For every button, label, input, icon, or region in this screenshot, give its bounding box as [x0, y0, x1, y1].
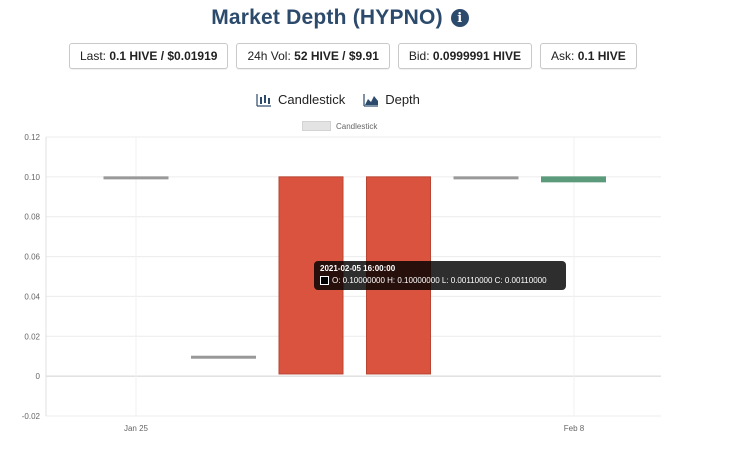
y-tick-label: 0	[36, 372, 41, 381]
ask-value: 0.1 HIVE	[577, 49, 626, 63]
candle-body	[191, 355, 256, 359]
tooltip-body: O: 0.10000000 H: 0.10000000 L: 0.0011000…	[320, 276, 560, 285]
candle-body	[453, 176, 519, 180]
last-price-value: 0.1 HIVE / $0.01919	[109, 49, 218, 63]
tab-candlestick-label: Candlestick	[278, 92, 346, 107]
last-price-label: Last:	[80, 49, 107, 63]
chart-tooltip: 2021-02-05 16:00:00 O: 0.10000000 H: 0.1…	[314, 261, 566, 290]
legend-swatch	[302, 121, 331, 131]
tab-depth[interactable]: Depth	[363, 92, 420, 107]
candle-body	[103, 176, 169, 180]
last-price-stat: Last: 0.1 HIVE / $0.01919	[69, 43, 229, 69]
volume-value: 52 HIVE / $9.91	[294, 49, 379, 63]
bid-stat: Bid: 0.0999991 HIVE	[397, 43, 532, 69]
y-tick-label: 0.12	[24, 133, 40, 142]
y-tick-label: 0.02	[24, 332, 40, 341]
ask-label: Ask:	[551, 49, 575, 63]
page-header: Market Depth (HYPNO) i	[0, 6, 680, 30]
volume-stat: 24h Vol: 52 HIVE / $9.91	[236, 43, 390, 69]
y-tick-label: 0.04	[24, 292, 40, 301]
tab-depth-label: Depth	[385, 92, 420, 107]
bid-value: 0.0999991 HIVE	[432, 49, 521, 63]
candlestick-chart-icon	[256, 93, 271, 107]
chart-type-tabs: Candlestick Depth	[256, 92, 420, 107]
y-tick-label: -0.02	[22, 412, 41, 421]
volume-label: 24h Vol:	[247, 49, 291, 63]
tooltip-values: O: 0.10000000 H: 0.10000000 L: 0.0011000…	[332, 276, 547, 285]
market-stats: Last: 0.1 HIVE / $0.01919 24h Vol: 52 HI…	[69, 43, 637, 69]
y-tick-label: 0.10	[24, 173, 40, 182]
y-tick-label: 0.08	[24, 213, 40, 222]
x-tick-label: Jan 25	[124, 424, 149, 433]
tooltip-title: 2021-02-05 16:00:00	[320, 264, 396, 273]
bid-label: Bid:	[408, 49, 430, 63]
y-tick-label: 0.06	[24, 253, 40, 262]
legend-label: Candlestick	[336, 121, 378, 131]
ask-stat: Ask: 0.1 HIVE	[540, 43, 637, 69]
area-chart-icon	[363, 93, 379, 107]
page-title: Market Depth (HYPNO)	[211, 6, 443, 29]
x-tick-label: Feb 8	[564, 424, 585, 433]
tab-candlestick[interactable]: Candlestick	[256, 92, 345, 107]
tooltip-series-swatch	[320, 276, 329, 285]
chart-legend[interactable]: Candlestick	[302, 121, 377, 131]
info-icon[interactable]: i	[450, 9, 469, 27]
candle-body	[541, 176, 606, 183]
